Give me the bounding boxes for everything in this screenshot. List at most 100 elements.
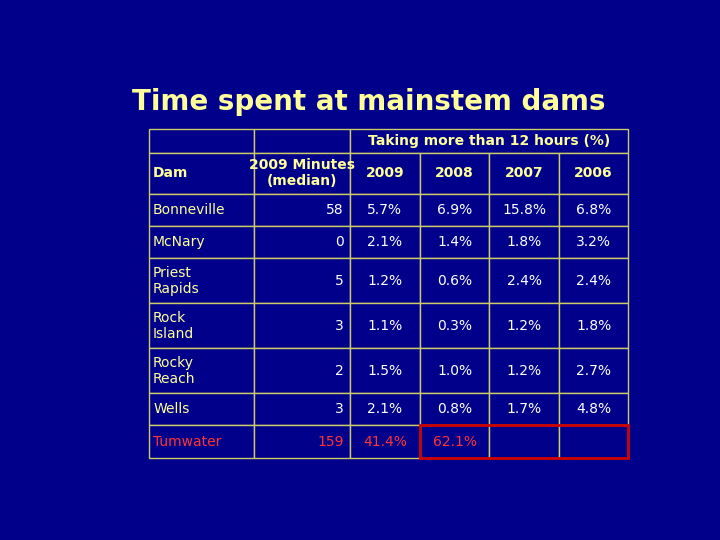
- Text: 1.8%: 1.8%: [506, 235, 541, 249]
- Bar: [559, 153, 629, 194]
- Text: Priest
Rapids: Priest Rapids: [153, 266, 200, 296]
- Bar: [254, 194, 350, 226]
- Bar: [559, 259, 629, 303]
- Text: 3: 3: [335, 402, 343, 416]
- Text: 1.4%: 1.4%: [437, 235, 472, 249]
- Bar: [490, 153, 559, 194]
- Text: 2008: 2008: [435, 166, 474, 180]
- Text: 3.2%: 3.2%: [576, 235, 611, 249]
- Bar: [559, 426, 629, 458]
- Bar: [254, 259, 350, 303]
- Text: 1.8%: 1.8%: [576, 319, 611, 333]
- Text: 6.8%: 6.8%: [576, 203, 611, 217]
- Bar: [420, 226, 490, 259]
- Text: 1.2%: 1.2%: [507, 319, 541, 333]
- Text: Rocky
Reach: Rocky Reach: [153, 355, 196, 386]
- Bar: [148, 303, 254, 348]
- Bar: [350, 153, 420, 194]
- Text: 2: 2: [335, 363, 343, 377]
- Text: 1.0%: 1.0%: [437, 363, 472, 377]
- Bar: [350, 226, 420, 259]
- Bar: [350, 426, 420, 458]
- Text: 0.8%: 0.8%: [437, 402, 472, 416]
- Bar: [254, 153, 350, 194]
- Text: 2007: 2007: [505, 166, 544, 180]
- Text: McNary: McNary: [153, 235, 206, 249]
- Text: 41.4%: 41.4%: [363, 435, 407, 449]
- Bar: [490, 348, 559, 393]
- Bar: [350, 259, 420, 303]
- Bar: [148, 426, 254, 458]
- Text: 2.1%: 2.1%: [367, 402, 402, 416]
- Text: 2009: 2009: [366, 166, 404, 180]
- Text: 15.8%: 15.8%: [502, 203, 546, 217]
- Bar: [490, 259, 559, 303]
- Bar: [148, 226, 254, 259]
- Bar: [490, 393, 559, 426]
- Bar: [490, 303, 559, 348]
- Bar: [559, 348, 629, 393]
- Text: 2.4%: 2.4%: [576, 274, 611, 288]
- Bar: [420, 393, 490, 426]
- Bar: [148, 194, 254, 226]
- Text: 0.3%: 0.3%: [437, 319, 472, 333]
- Text: Dam: Dam: [153, 166, 189, 180]
- Bar: [420, 348, 490, 393]
- Text: 2.1%: 2.1%: [367, 235, 402, 249]
- Bar: [254, 303, 350, 348]
- Text: 58: 58: [326, 203, 343, 217]
- Bar: [420, 426, 490, 458]
- Text: Rock
Island: Rock Island: [153, 310, 194, 341]
- Bar: [254, 226, 350, 259]
- Text: 5: 5: [335, 274, 343, 288]
- Bar: [148, 348, 254, 393]
- Bar: [559, 393, 629, 426]
- Text: 2006: 2006: [575, 166, 613, 180]
- Text: Tumwater: Tumwater: [153, 435, 222, 449]
- Bar: [148, 153, 254, 194]
- Bar: [350, 348, 420, 393]
- Bar: [420, 426, 629, 458]
- Text: 2.7%: 2.7%: [576, 363, 611, 377]
- Bar: [490, 226, 559, 259]
- Bar: [350, 194, 420, 226]
- Bar: [148, 259, 254, 303]
- Text: 4.8%: 4.8%: [576, 402, 611, 416]
- Text: Taking more than 12 hours (%): Taking more than 12 hours (%): [368, 134, 611, 148]
- Text: 5.7%: 5.7%: [367, 203, 402, 217]
- Bar: [254, 129, 350, 153]
- Bar: [420, 303, 490, 348]
- Bar: [254, 393, 350, 426]
- Bar: [148, 129, 254, 153]
- Bar: [420, 194, 490, 226]
- Bar: [490, 426, 559, 458]
- Text: 2009 Minutes
(median): 2009 Minutes (median): [249, 158, 355, 188]
- Text: 3: 3: [335, 319, 343, 333]
- Text: 62.1%: 62.1%: [433, 435, 477, 449]
- Bar: [350, 129, 629, 153]
- Text: 1.2%: 1.2%: [507, 363, 541, 377]
- Text: 1.1%: 1.1%: [367, 319, 402, 333]
- Bar: [559, 194, 629, 226]
- Bar: [420, 153, 490, 194]
- Text: Bonneville: Bonneville: [153, 203, 225, 217]
- Text: 1.5%: 1.5%: [367, 363, 402, 377]
- Text: 0: 0: [335, 235, 343, 249]
- Text: 159: 159: [317, 435, 343, 449]
- Text: Wells: Wells: [153, 402, 189, 416]
- Bar: [148, 393, 254, 426]
- Bar: [559, 226, 629, 259]
- Bar: [350, 393, 420, 426]
- Bar: [254, 348, 350, 393]
- Text: 1.2%: 1.2%: [367, 274, 402, 288]
- Bar: [350, 303, 420, 348]
- Bar: [420, 259, 490, 303]
- Text: 1.7%: 1.7%: [507, 402, 541, 416]
- Text: 2.4%: 2.4%: [507, 274, 541, 288]
- Text: 6.9%: 6.9%: [437, 203, 472, 217]
- Text: Time spent at mainstem dams: Time spent at mainstem dams: [132, 87, 606, 116]
- Text: 0.6%: 0.6%: [437, 274, 472, 288]
- Bar: [254, 426, 350, 458]
- Bar: [490, 194, 559, 226]
- Bar: [559, 303, 629, 348]
